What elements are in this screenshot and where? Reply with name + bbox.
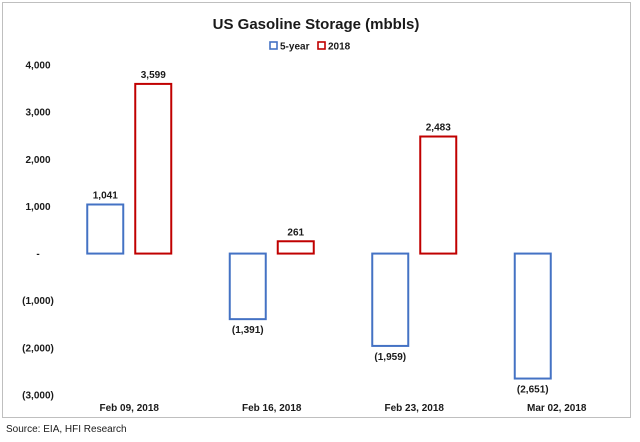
data-labels: 1,041 3,599 (1,391) 261 (1,959) 2,483 (2,651) [93, 70, 549, 396]
bar-5-year-feb-23-2018 [371, 252, 410, 347]
y-axis-tick-labels: 4,000 3,000 2,000 1,000 - (1,000) (2,000) (3,00… [22, 61, 54, 402]
legend-label-5-year: 5-year [280, 42, 310, 53]
legend-swatch-2018 [317, 41, 326, 50]
source-note: Source: EIA, HFI Research [6, 424, 127, 435]
x-category-label: Feb 23, 2018 [385, 403, 445, 414]
legend-label-2018: 2018 [328, 42, 351, 53]
y-tick-label: (3,000) [22, 391, 54, 402]
legend-swatch-5-year [269, 41, 278, 50]
bar-2018-feb-23-2018 [419, 135, 458, 255]
x-category-label: Feb 16, 2018 [242, 403, 302, 414]
x-axis-category-labels: Feb 09, 2018 Feb 16, 2018 Feb 23, 2018 Mar … [100, 403, 587, 414]
x-category-label: Feb 09, 2018 [100, 403, 160, 414]
x-category-label: Mar 02, 2018 [527, 403, 587, 414]
data-label-2018-feb-16-2018: 261 [287, 227, 304, 238]
chart-title: US Gasoline Storage (mbbls) [213, 16, 420, 33]
data-label-5-year-feb-09-2018: 1,041 [93, 190, 118, 201]
y-tick-label: - [36, 249, 39, 260]
y-tick-label: (2,000) [22, 343, 54, 354]
bar-5-year-feb-09-2018 [86, 203, 125, 255]
y-tick-label: 3,000 [25, 108, 50, 119]
data-label-5-year-feb-16-2018: (1,391) [232, 325, 264, 336]
data-label-2018-feb-23-2018: 2,483 [426, 123, 451, 134]
bar-series [86, 82, 552, 380]
chart-legend: 5-year 2018 [269, 41, 351, 53]
y-tick-label: 1,000 [25, 202, 50, 213]
bar-2018-feb-16-2018 [276, 240, 315, 255]
y-tick-label: 2,000 [25, 155, 50, 166]
bar-2018-feb-09-2018 [134, 82, 173, 255]
bar-5-year-mar-02-2018 [513, 252, 552, 380]
y-tick-label: (1,000) [22, 296, 54, 307]
data-label-2018-feb-09-2018: 3,599 [141, 70, 166, 81]
y-tick-label: 4,000 [25, 61, 50, 72]
data-label-5-year-feb-23-2018: (1,959) [374, 352, 406, 363]
bar-5-year-feb-16-2018 [228, 252, 267, 321]
data-label-5-year-mar-02-2018: (2,651) [517, 385, 549, 396]
